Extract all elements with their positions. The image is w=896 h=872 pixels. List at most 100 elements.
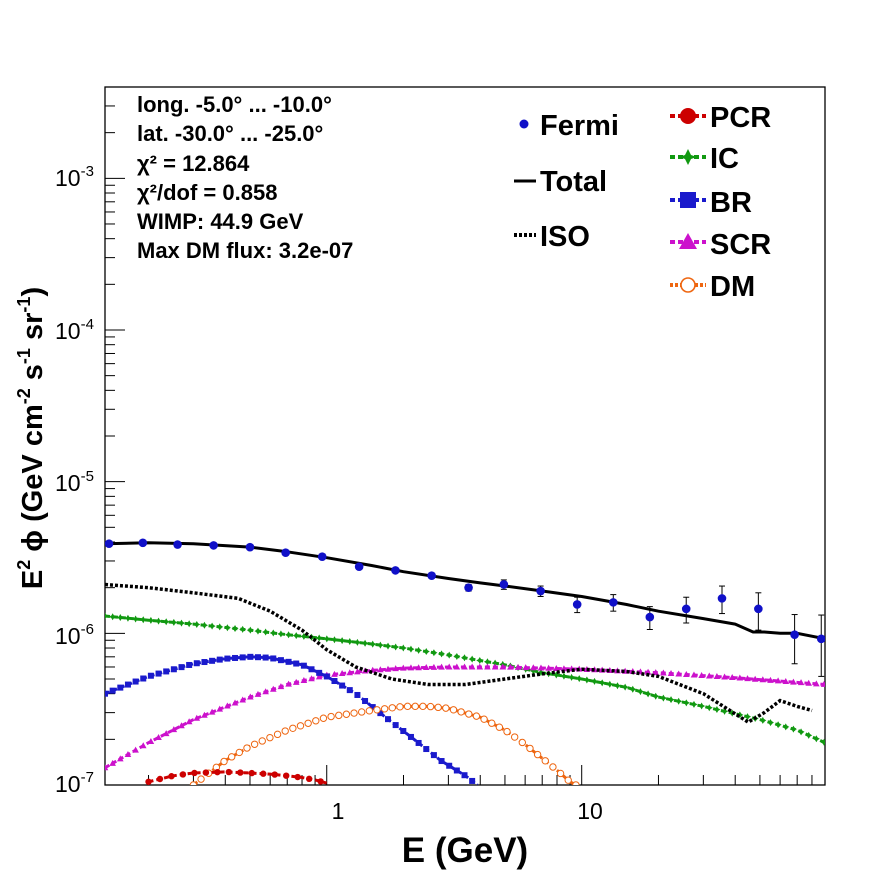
dm-marker [273, 730, 282, 739]
scr-marker [139, 742, 147, 749]
dm-marker [250, 740, 259, 748]
br-marker [277, 657, 284, 664]
ic-marker [109, 613, 117, 621]
ic-marker [323, 635, 331, 643]
ic-marker [285, 631, 293, 639]
pcr-marker [248, 769, 255, 777]
ic-marker [369, 640, 377, 648]
ic-marker [200, 621, 208, 629]
scr-line [105, 665, 825, 770]
fermi-data-point [717, 594, 727, 603]
ic-marker [629, 685, 637, 693]
fermi-data-point [317, 552, 327, 562]
dm-marker [449, 706, 458, 714]
br-marker [105, 690, 108, 697]
legend-label-fermi: Fermi [540, 110, 619, 142]
br-marker [147, 672, 154, 679]
pcr-marker [225, 768, 233, 776]
y-tick-label: 10-6 [55, 621, 94, 649]
ic-marker [789, 725, 797, 733]
scr-marker [736, 674, 744, 681]
legend: Fermi Total ISO PCR IC BR SCR DM [514, 102, 771, 303]
dm-marker [380, 705, 389, 713]
br-marker [323, 673, 330, 680]
legend-label-pcr: PCR [710, 102, 771, 134]
br-marker [124, 681, 131, 688]
dm-marker [457, 708, 465, 716]
scr-marker [415, 664, 422, 671]
pcr-marker [214, 768, 221, 776]
dm-marker [197, 775, 205, 783]
ic-marker [132, 615, 140, 623]
scr-marker [254, 690, 262, 697]
ic-marker [636, 688, 644, 696]
ic-marker [254, 627, 262, 635]
x-tick-label: 10 [577, 798, 603, 824]
pcr-marker [260, 770, 267, 777]
ic-marker [262, 628, 270, 636]
y-tick-label: 10-3 [55, 163, 94, 191]
scr-marker [721, 673, 728, 680]
x-axis-title: E (GeV) [402, 831, 528, 870]
ic-line [105, 614, 825, 745]
br-marker [285, 658, 292, 665]
br-marker [117, 684, 124, 691]
br-marker [132, 678, 139, 685]
scr-marker [239, 696, 246, 703]
chi2-annotation: χ² = 12.864 [137, 151, 250, 176]
ic-marker [361, 639, 369, 647]
fermi-data-point [681, 604, 691, 614]
ic-marker [277, 630, 285, 638]
ic-marker [766, 719, 774, 727]
y-tick-labels: 10-7 10-6 10-5 10-4 10-3 [55, 163, 94, 797]
br-marker [331, 678, 338, 685]
scr-marker [476, 663, 484, 670]
scr-marker [384, 665, 392, 672]
scr-marker [484, 663, 491, 670]
ic-marker [330, 636, 338, 644]
scr-marker [124, 751, 132, 758]
ic-marker [820, 738, 825, 746]
ic-marker [239, 625, 247, 633]
pcr-marker [191, 769, 198, 777]
scr-marker [537, 664, 545, 671]
legend-swatch-scr [679, 233, 697, 249]
series-layer [105, 538, 825, 785]
scr-marker [530, 664, 537, 671]
scr-marker [262, 688, 269, 695]
ic-marker [491, 659, 499, 667]
br-marker [400, 728, 407, 735]
br-marker [392, 722, 399, 729]
scr-marker [185, 718, 193, 725]
dm-marker [289, 724, 297, 732]
dm-marker [495, 723, 504, 731]
dm-marker [403, 702, 412, 711]
br-marker [362, 698, 369, 705]
fermi-data-point [105, 539, 114, 548]
dm-marker [411, 702, 419, 711]
scr-marker [178, 722, 185, 729]
scr-marker [552, 664, 560, 671]
ic-marker [575, 675, 583, 683]
scr-marker [438, 663, 445, 670]
ic-marker [193, 620, 201, 628]
ic-marker [682, 699, 690, 707]
br-marker [469, 777, 476, 784]
scr-marker [667, 670, 675, 677]
scr-marker [422, 664, 430, 671]
y-tick-label: 10-5 [55, 468, 94, 496]
scr-marker [193, 714, 201, 721]
br-marker [193, 660, 200, 667]
dm-marker [266, 733, 274, 742]
ic-marker [529, 667, 537, 675]
ic-marker [216, 623, 224, 631]
legend-label-br: BR [710, 187, 752, 219]
scr-marker [767, 676, 774, 683]
scr-marker [560, 665, 568, 672]
ic-marker [537, 668, 545, 676]
latitude-annotation: lat. -30.0° ... -25.0° [137, 121, 323, 146]
scr-marker [813, 680, 820, 687]
longitude-annotation: long. -5.0° ... -10.0° [137, 92, 332, 117]
ic-marker [170, 618, 178, 626]
ic-marker [652, 692, 660, 700]
